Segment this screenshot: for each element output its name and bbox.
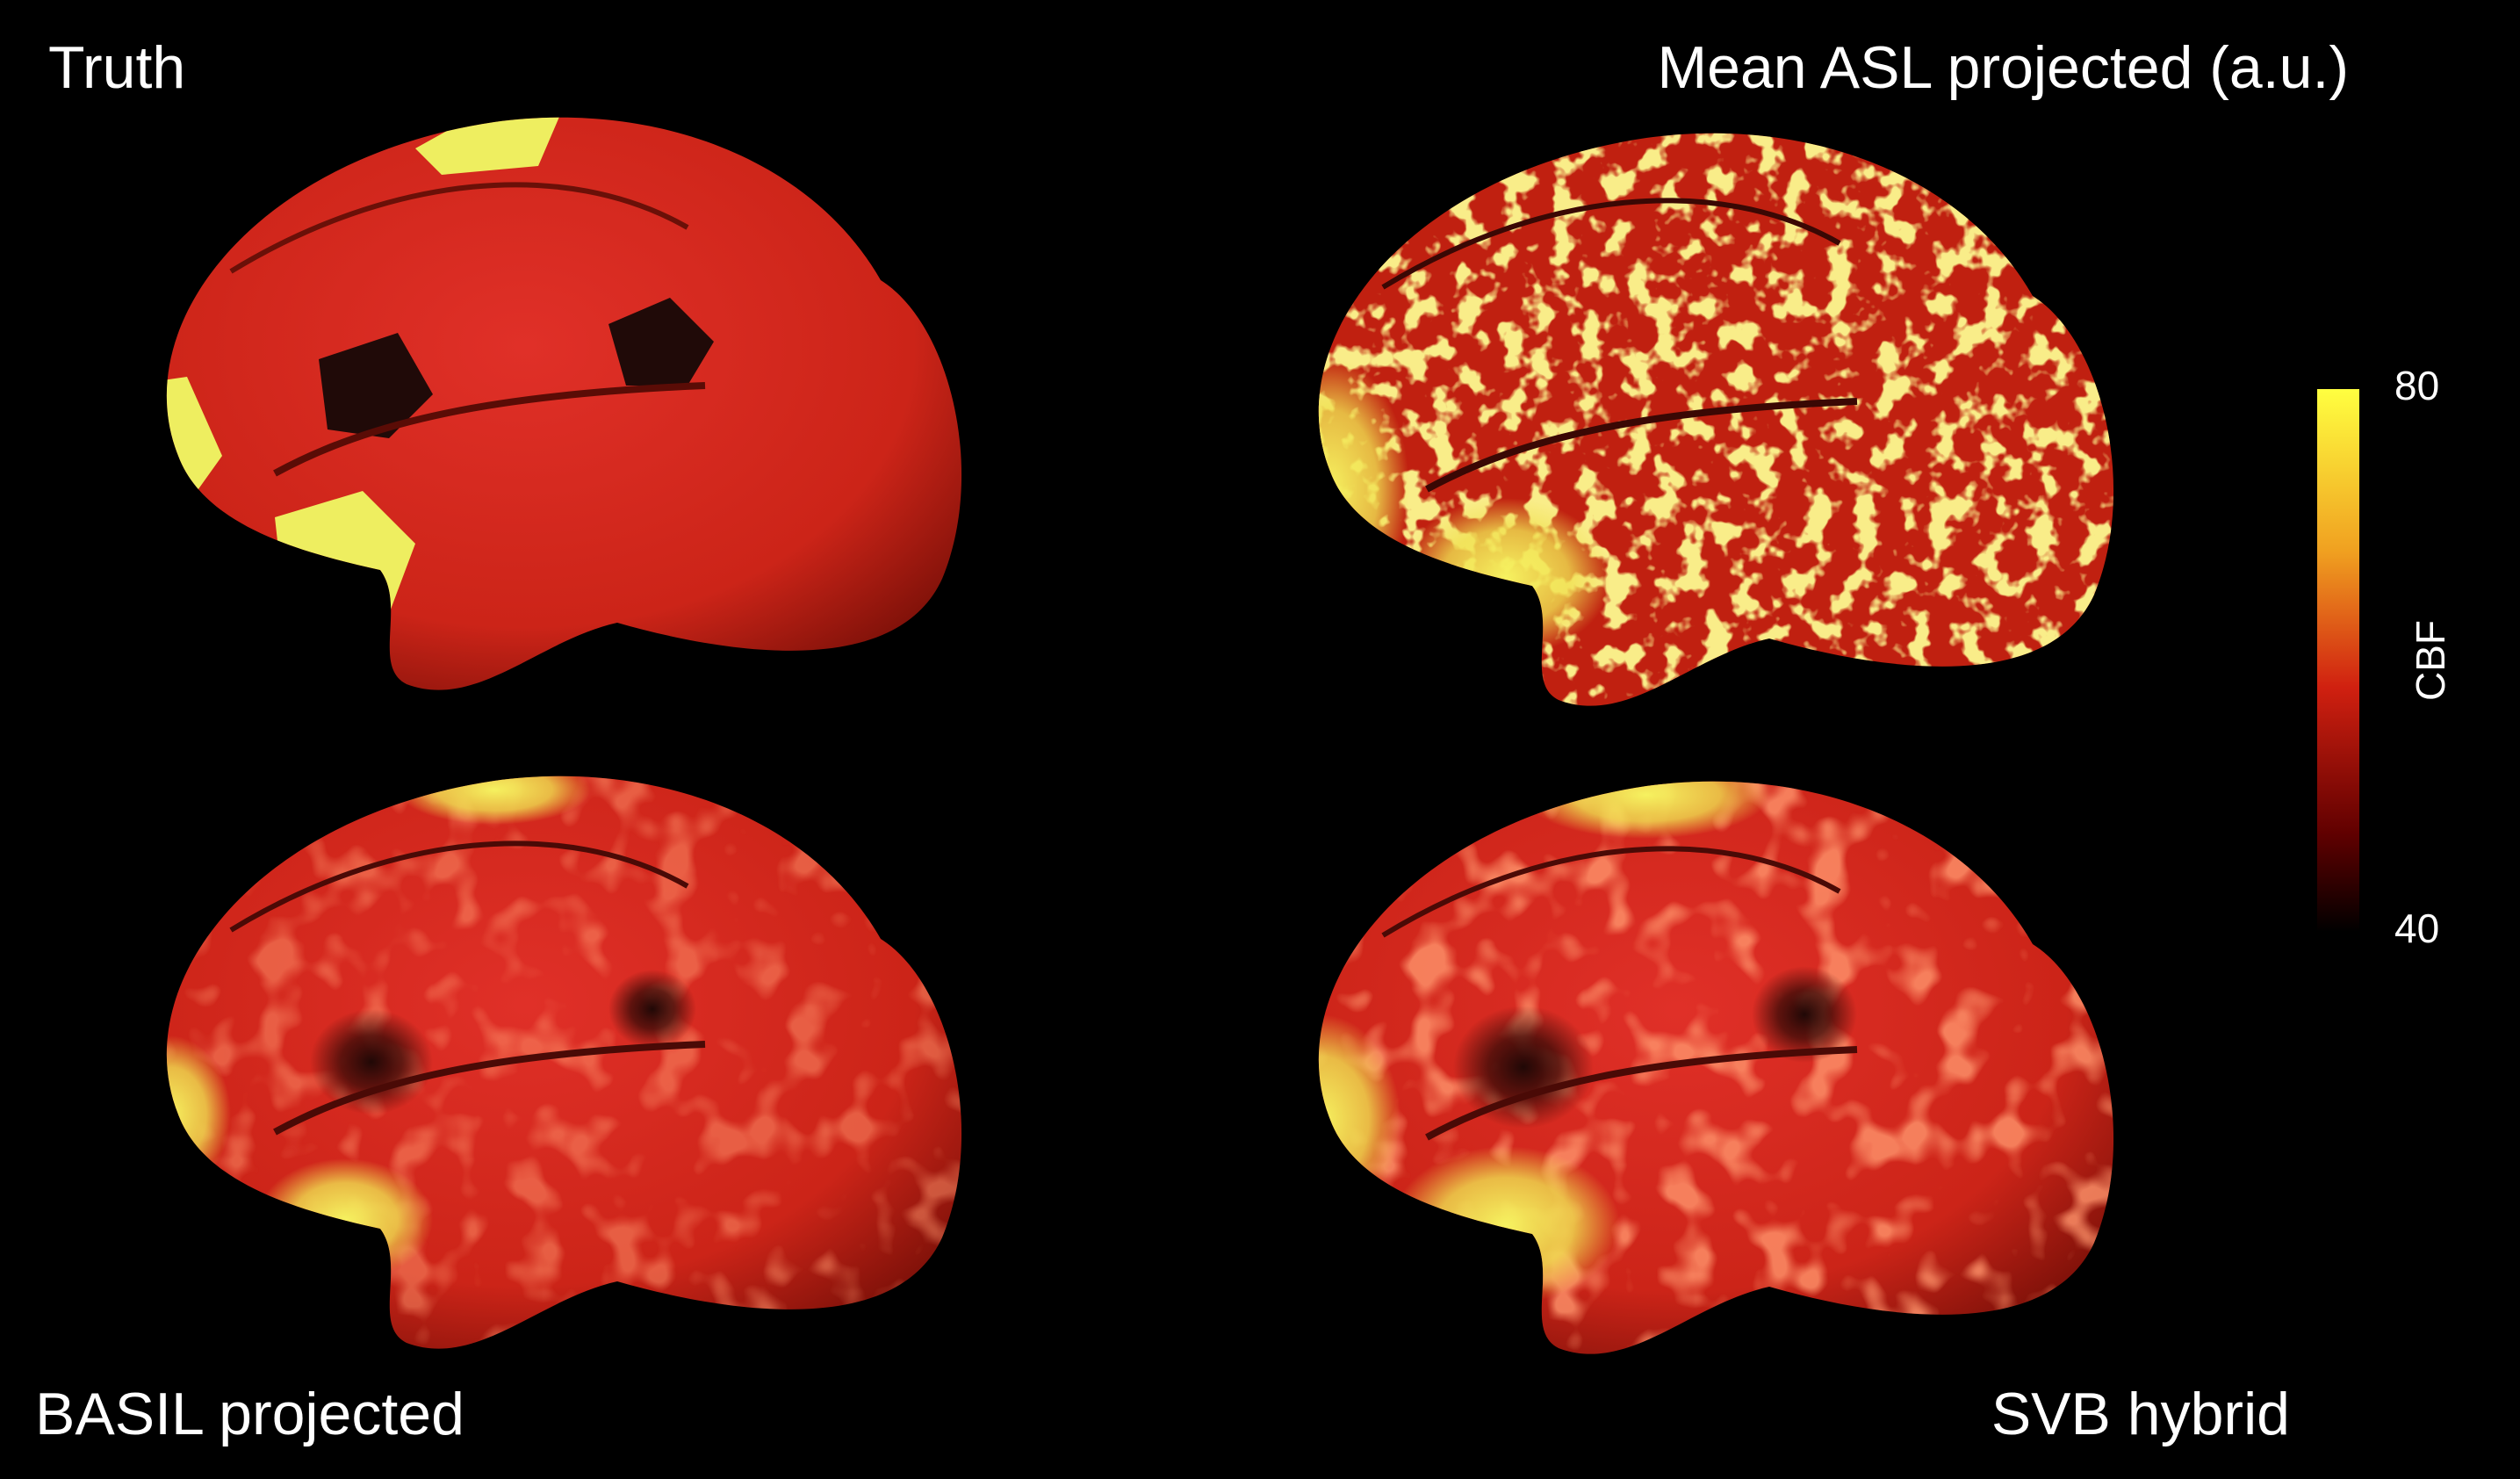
- panel-title: SVB hybrid: [1991, 1381, 2290, 1447]
- brain-svb: [1318, 781, 2114, 1354]
- panel-title: BASIL projected: [35, 1381, 464, 1447]
- brain-mean-asl: [1318, 133, 2114, 706]
- colorbar-tick-label: 80: [2394, 363, 2439, 408]
- brain-basil: [166, 776, 962, 1349]
- colorbar: [2317, 389, 2359, 932]
- colorbar-label: CBF: [2408, 620, 2453, 701]
- panel-title: Truth: [48, 34, 185, 101]
- panel-title: Mean ASL projected (a.u.): [1658, 34, 2349, 101]
- colorbar-tick-label: 40: [2394, 905, 2439, 951]
- brain-truth: [166, 117, 962, 690]
